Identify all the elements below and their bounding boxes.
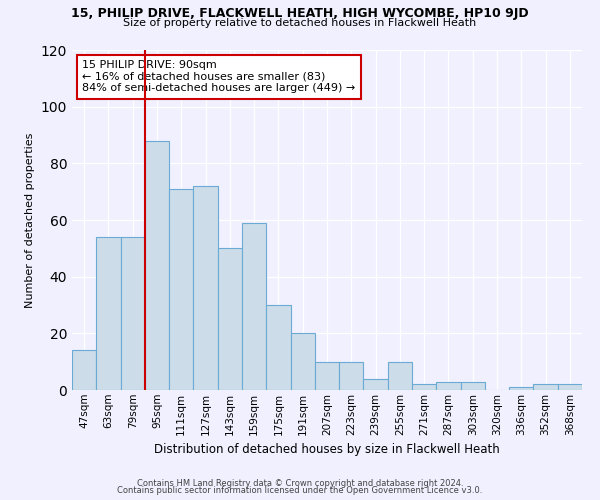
- Bar: [169, 189, 193, 390]
- Text: 15, PHILIP DRIVE, FLACKWELL HEATH, HIGH WYCOMBE, HP10 9JD: 15, PHILIP DRIVE, FLACKWELL HEATH, HIGH …: [71, 8, 529, 20]
- Bar: [218, 248, 242, 390]
- Bar: [533, 384, 558, 390]
- X-axis label: Distribution of detached houses by size in Flackwell Heath: Distribution of detached houses by size …: [154, 443, 500, 456]
- Bar: [266, 305, 290, 390]
- Bar: [72, 350, 96, 390]
- Text: Contains public sector information licensed under the Open Government Licence v3: Contains public sector information licen…: [118, 486, 482, 495]
- Bar: [121, 237, 145, 390]
- Text: Contains HM Land Registry data © Crown copyright and database right 2024.: Contains HM Land Registry data © Crown c…: [137, 478, 463, 488]
- Bar: [509, 387, 533, 390]
- Bar: [96, 237, 121, 390]
- Bar: [315, 362, 339, 390]
- Text: Size of property relative to detached houses in Flackwell Heath: Size of property relative to detached ho…: [124, 18, 476, 28]
- Bar: [436, 382, 461, 390]
- Bar: [242, 223, 266, 390]
- Bar: [558, 384, 582, 390]
- Bar: [412, 384, 436, 390]
- Bar: [339, 362, 364, 390]
- Bar: [364, 378, 388, 390]
- Y-axis label: Number of detached properties: Number of detached properties: [25, 132, 35, 308]
- Bar: [145, 140, 169, 390]
- Bar: [290, 334, 315, 390]
- Bar: [461, 382, 485, 390]
- Text: 15 PHILIP DRIVE: 90sqm
← 16% of detached houses are smaller (83)
84% of semi-det: 15 PHILIP DRIVE: 90sqm ← 16% of detached…: [82, 60, 355, 94]
- Bar: [193, 186, 218, 390]
- Bar: [388, 362, 412, 390]
